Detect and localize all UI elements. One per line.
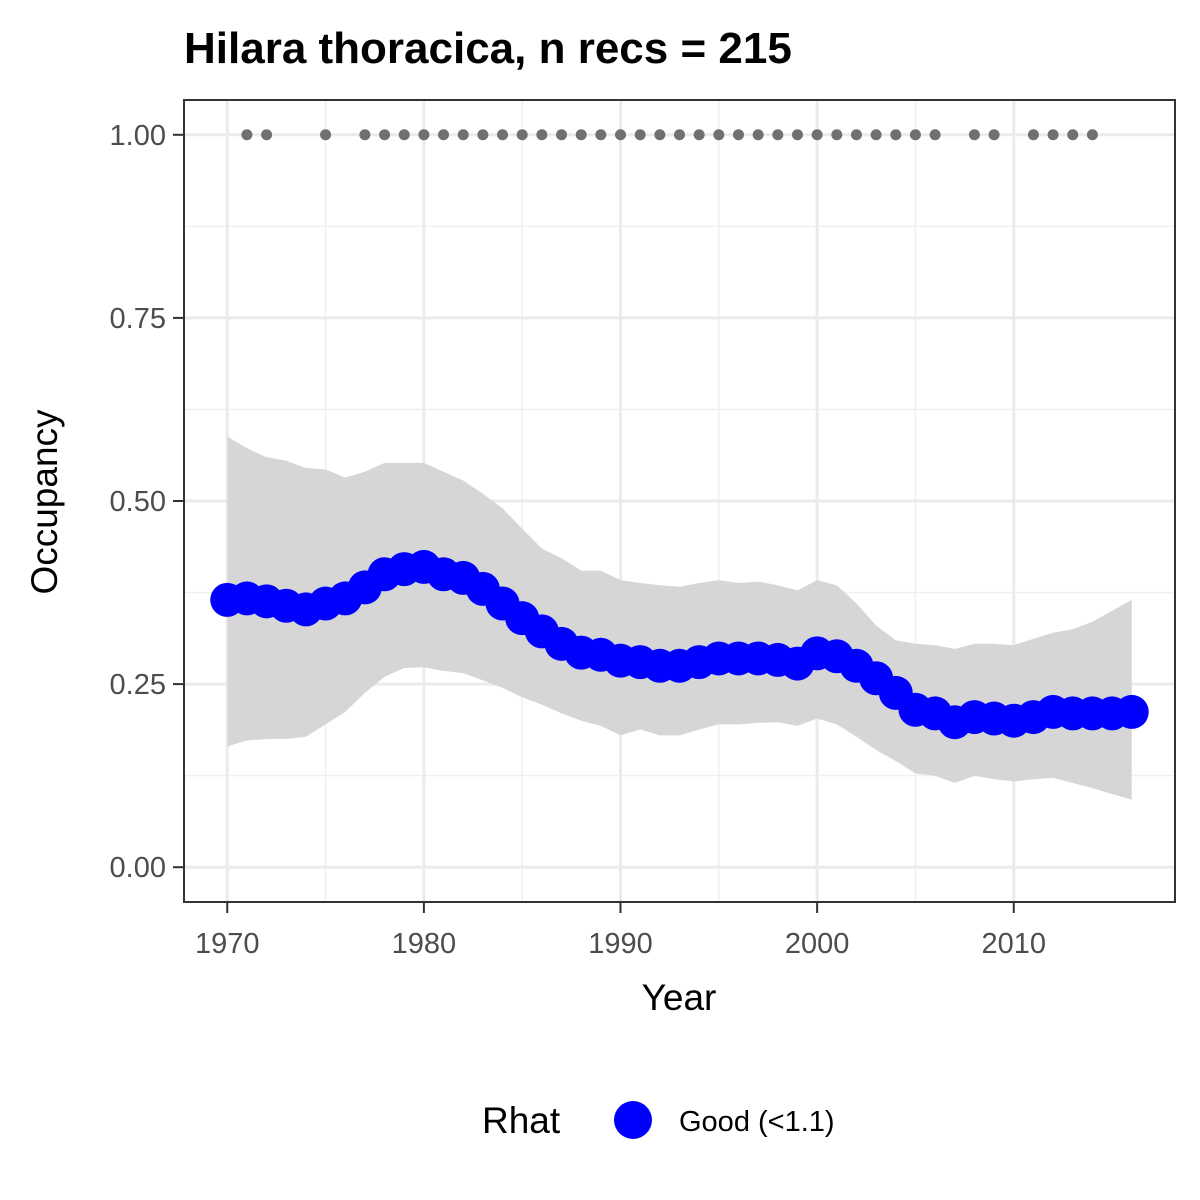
occupancy-mean-points-group	[210, 549, 1149, 740]
y-tick-label: 0.00	[110, 852, 166, 884]
y-tick-label: 0.25	[110, 669, 166, 701]
record-point	[261, 129, 273, 141]
record-point	[831, 129, 843, 141]
legend: Rhat Good (<1.1)	[482, 1100, 835, 1141]
x-tick-label: 2010	[982, 928, 1047, 960]
tick-labels-group: 1970 1980 1990 2000 2010 0.00 0.25 0.50 0.75 1.00	[110, 120, 1046, 960]
record-point	[418, 129, 430, 141]
record-point	[516, 129, 528, 141]
legend-title: Rhat	[482, 1100, 561, 1141]
record-point	[870, 129, 882, 141]
record-point	[320, 129, 332, 141]
record-point	[1027, 129, 1039, 141]
record-point	[1067, 129, 1079, 141]
record-point	[811, 129, 823, 141]
record-point	[752, 129, 764, 141]
credible-interval-ribbon	[227, 436, 1132, 800]
record-point	[732, 129, 744, 141]
y-tick-label: 1.00	[110, 120, 166, 152]
record-point	[595, 129, 607, 141]
legend-label-good: Good (<1.1)	[679, 1106, 835, 1138]
record-point	[379, 129, 391, 141]
axis-ticks-group	[173, 133, 1015, 913]
record-point	[359, 129, 371, 141]
record-point	[398, 129, 410, 141]
record-point	[929, 129, 941, 141]
legend-swatch-good	[614, 1101, 652, 1139]
record-point	[477, 129, 489, 141]
record-point	[241, 129, 253, 141]
occupancy-point	[1114, 694, 1149, 729]
record-point	[890, 129, 902, 141]
record-point	[968, 129, 980, 141]
record-point	[536, 129, 548, 141]
record-point	[674, 129, 685, 141]
x-tick-label: 1990	[588, 928, 653, 960]
record-point	[988, 129, 1000, 141]
record-point	[791, 129, 803, 141]
record-point	[497, 129, 509, 141]
record-point	[654, 129, 666, 141]
x-tick-label: 1980	[392, 928, 457, 960]
record-point	[575, 129, 587, 141]
chart-title: Hilara thoracica, n recs = 215	[184, 24, 792, 73]
record-point	[457, 129, 469, 141]
record-points-group	[241, 129, 1098, 141]
record-point	[634, 129, 646, 141]
record-point	[909, 129, 921, 141]
record-point	[850, 129, 862, 141]
record-point	[438, 129, 450, 141]
record-point	[772, 129, 784, 141]
x-axis-title: Year	[642, 977, 717, 1018]
record-point	[693, 129, 705, 141]
y-tick-label: 0.50	[110, 486, 166, 518]
record-point	[713, 129, 725, 141]
record-point	[1086, 129, 1098, 141]
y-axis-title: Occupancy	[24, 409, 65, 595]
x-tick-label: 1970	[195, 928, 260, 960]
record-point	[1047, 129, 1059, 141]
x-tick-label: 2000	[785, 928, 850, 960]
record-point	[556, 129, 568, 141]
record-point	[615, 129, 627, 141]
y-tick-label: 0.75	[110, 303, 166, 335]
